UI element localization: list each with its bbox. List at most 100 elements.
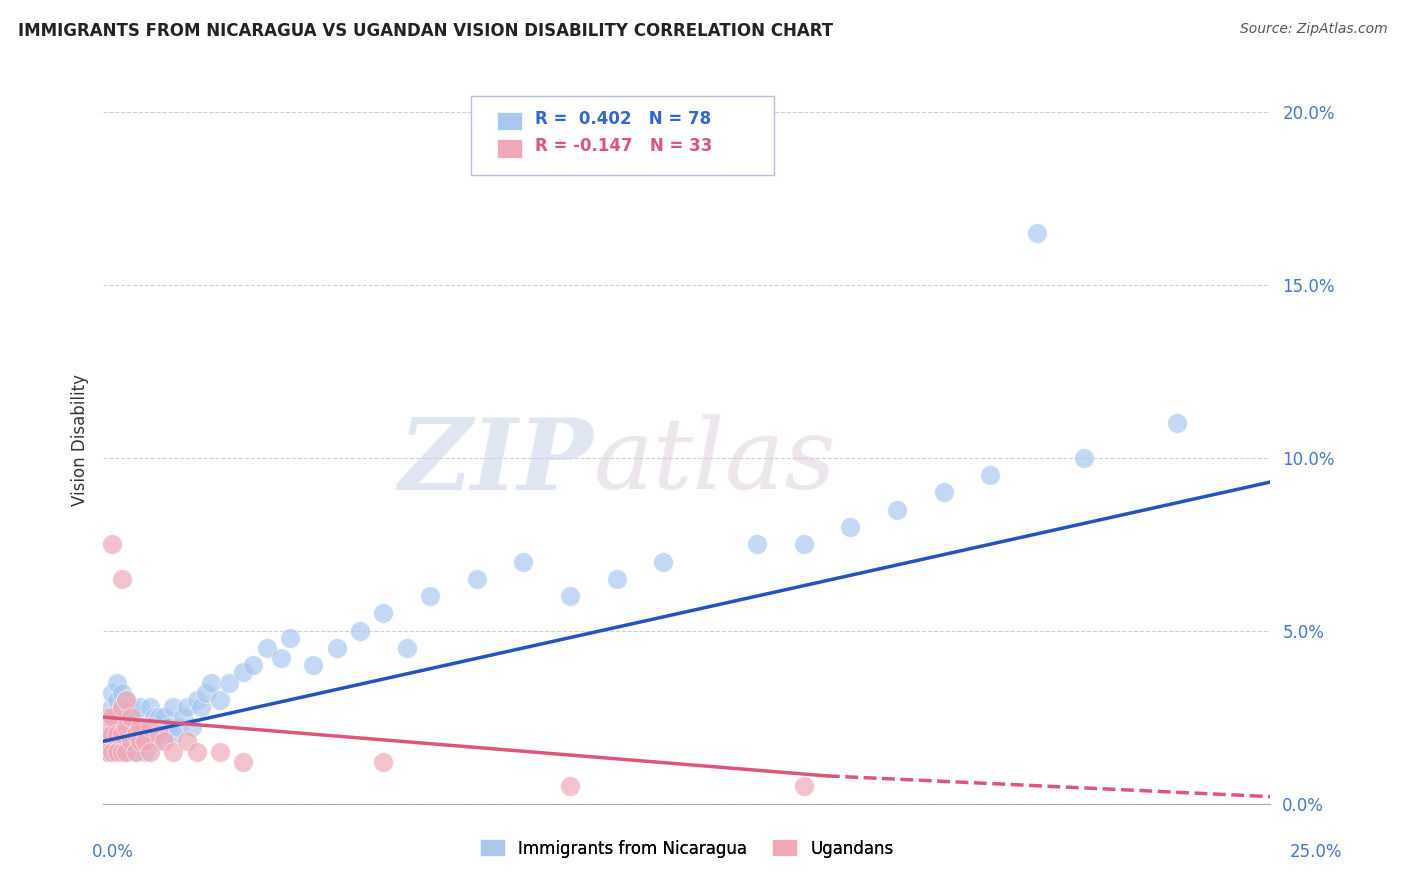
- Point: [105, 745, 128, 759]
- Point: [125, 710, 148, 724]
- Point: [419, 589, 441, 603]
- Point: [115, 745, 138, 759]
- Point: [105, 675, 128, 690]
- Point: [105, 710, 128, 724]
- Point: [139, 721, 162, 735]
- Point: [97, 710, 120, 724]
- Point: [129, 734, 152, 748]
- Point: [232, 755, 254, 769]
- Point: [115, 710, 138, 724]
- Point: [176, 734, 198, 748]
- Point: [101, 734, 124, 748]
- Point: [134, 745, 156, 759]
- Point: [256, 640, 278, 655]
- Point: [115, 721, 138, 735]
- Point: [125, 727, 148, 741]
- Text: ZIP: ZIP: [398, 414, 593, 510]
- Legend: Immigrants from Nicaragua, Ugandans: Immigrants from Nicaragua, Ugandans: [474, 833, 900, 864]
- Point: [115, 693, 138, 707]
- Point: [101, 710, 124, 724]
- Point: [134, 734, 156, 748]
- Point: [979, 468, 1001, 483]
- FancyBboxPatch shape: [496, 112, 522, 130]
- Point: [134, 721, 156, 735]
- Point: [186, 693, 208, 707]
- Point: [115, 693, 138, 707]
- Point: [120, 734, 142, 748]
- Point: [101, 727, 124, 741]
- Point: [325, 640, 347, 655]
- Point: [97, 745, 120, 759]
- Point: [465, 572, 488, 586]
- Point: [153, 727, 176, 741]
- Point: [115, 745, 138, 759]
- Point: [111, 699, 134, 714]
- Point: [395, 640, 418, 655]
- Point: [148, 727, 170, 741]
- Point: [101, 745, 124, 759]
- Point: [111, 699, 134, 714]
- Point: [139, 734, 162, 748]
- Point: [111, 721, 134, 735]
- Point: [180, 721, 202, 735]
- Point: [242, 658, 264, 673]
- Point: [792, 537, 814, 551]
- Text: 0.0%: 0.0%: [91, 843, 134, 861]
- Point: [153, 734, 176, 748]
- Point: [139, 699, 162, 714]
- Point: [97, 727, 120, 741]
- Point: [129, 721, 152, 735]
- Point: [139, 721, 162, 735]
- FancyBboxPatch shape: [496, 139, 522, 158]
- Point: [111, 734, 134, 748]
- Point: [558, 779, 581, 793]
- Point: [101, 686, 124, 700]
- Point: [270, 651, 292, 665]
- Text: atlas: atlas: [593, 415, 837, 510]
- Point: [172, 710, 194, 724]
- Point: [932, 485, 955, 500]
- Point: [97, 727, 120, 741]
- Point: [166, 721, 188, 735]
- Text: Source: ZipAtlas.com: Source: ZipAtlas.com: [1240, 22, 1388, 37]
- Point: [111, 727, 134, 741]
- Point: [157, 721, 180, 735]
- Point: [1073, 450, 1095, 465]
- Point: [839, 520, 862, 534]
- Point: [105, 727, 128, 741]
- Point: [143, 710, 166, 724]
- Point: [278, 631, 301, 645]
- Point: [208, 693, 231, 707]
- Point: [373, 755, 395, 769]
- Point: [139, 745, 162, 759]
- Point: [120, 734, 142, 748]
- Point: [373, 607, 395, 621]
- Point: [176, 699, 198, 714]
- Point: [148, 710, 170, 724]
- Point: [186, 745, 208, 759]
- Point: [162, 699, 184, 714]
- Point: [111, 745, 134, 759]
- Point: [115, 727, 138, 741]
- Point: [162, 745, 184, 759]
- Point: [218, 675, 240, 690]
- Point: [153, 710, 176, 724]
- Point: [512, 555, 534, 569]
- Point: [886, 502, 908, 516]
- Point: [97, 745, 120, 759]
- Point: [1166, 416, 1188, 430]
- Point: [606, 572, 628, 586]
- Point: [101, 699, 124, 714]
- Point: [101, 721, 124, 735]
- Point: [200, 675, 222, 690]
- Point: [792, 779, 814, 793]
- Point: [349, 624, 371, 638]
- Point: [162, 727, 184, 741]
- Point: [194, 686, 217, 700]
- Point: [148, 734, 170, 748]
- Point: [129, 699, 152, 714]
- Point: [125, 745, 148, 759]
- Text: R = -0.147   N = 33: R = -0.147 N = 33: [536, 137, 713, 155]
- Point: [105, 745, 128, 759]
- Point: [125, 745, 148, 759]
